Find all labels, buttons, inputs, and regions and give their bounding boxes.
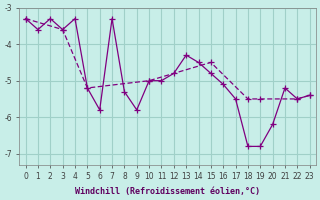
- X-axis label: Windchill (Refroidissement éolien,°C): Windchill (Refroidissement éolien,°C): [75, 187, 260, 196]
